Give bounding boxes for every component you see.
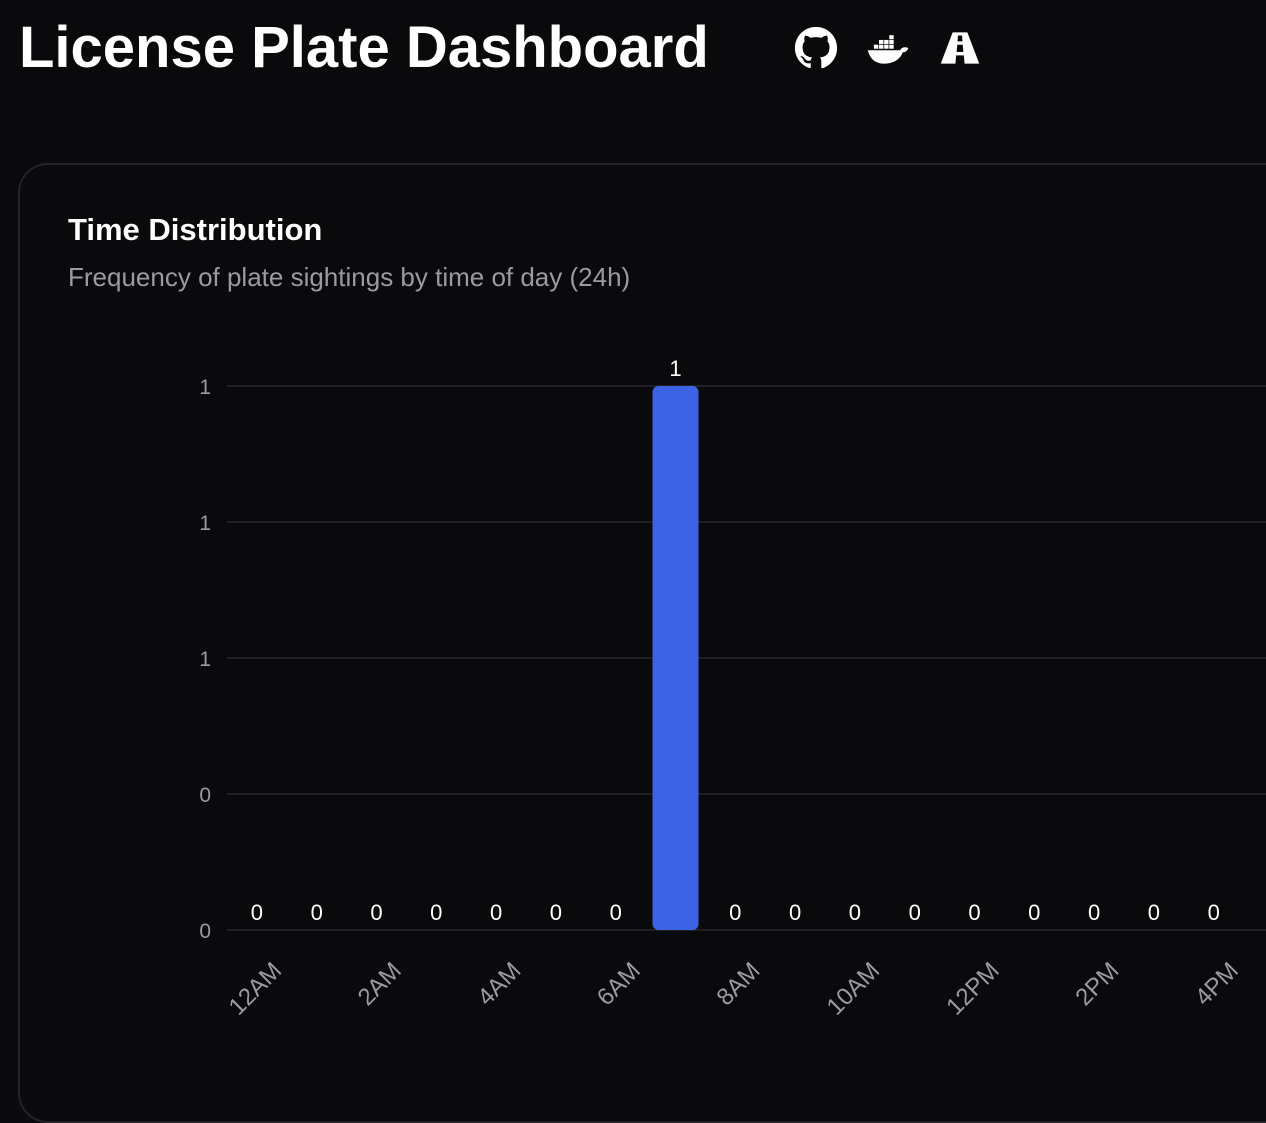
page-title: License Plate Dashboard	[19, 15, 709, 80]
y-tick-label: 1	[199, 512, 211, 535]
data-label: 0	[490, 900, 502, 925]
x-tick-label: 6AM	[592, 957, 646, 1011]
y-tick-label: 1	[199, 648, 211, 671]
bar	[652, 386, 699, 930]
x-tick-label: 12AM	[224, 957, 287, 1020]
road-icon[interactable]	[938, 26, 982, 70]
x-tick-label: 8AM	[712, 957, 766, 1011]
data-label: 0	[789, 900, 801, 925]
y-tick-label: 1	[199, 376, 211, 399]
y-tick-label: 0	[199, 920, 211, 943]
data-label: 0	[610, 900, 622, 925]
data-label: 0	[1208, 900, 1220, 925]
data-label: 0	[968, 900, 980, 925]
x-tick-label: 12PM	[941, 957, 1004, 1020]
time-distribution-chart: 0011100000001000000000012AM2AM4AM6AM8AM1…	[199, 356, 1266, 1021]
x-tick-label: 4PM	[1190, 957, 1244, 1011]
data-label: 0	[370, 900, 382, 925]
x-tick-label: 2AM	[353, 957, 407, 1011]
data-label: 0	[909, 900, 921, 925]
data-label: 0	[849, 900, 861, 925]
data-label: 0	[1148, 900, 1160, 925]
x-tick-label: 2PM	[1070, 957, 1124, 1011]
data-label: 0	[251, 900, 263, 925]
chart-title: Time Distribution	[68, 212, 323, 247]
y-tick-label: 0	[199, 784, 211, 807]
docker-icon[interactable]	[866, 26, 910, 70]
header: License Plate Dashboard	[0, 0, 1266, 100]
data-label: 0	[311, 900, 323, 925]
data-label: 1	[669, 356, 681, 381]
chart-subtitle: Frequency of plate sightings by time of …	[68, 262, 631, 292]
github-icon[interactable]	[794, 26, 838, 70]
x-tick-label: 10AM	[822, 957, 885, 1020]
data-label: 0	[1088, 900, 1100, 925]
data-label: 0	[1028, 900, 1040, 925]
x-tick-label: 4AM	[472, 957, 526, 1011]
data-label: 0	[729, 900, 741, 925]
data-label: 0	[430, 900, 442, 925]
data-label: 0	[550, 900, 562, 925]
